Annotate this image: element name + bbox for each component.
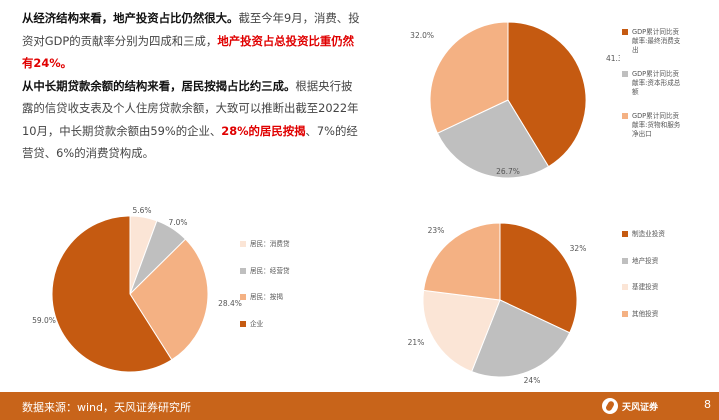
legend-swatch (622, 258, 628, 264)
loan-structure-legend: 居民：消费贷 居民：经营贷 居民：按揭企业 (240, 240, 330, 340)
data-label-2-4: 59.0% (32, 316, 56, 325)
data-label-2-2: 7.0% (168, 218, 187, 227)
data-label-2-3: 28.4% (218, 299, 242, 308)
gdp-contribution-pie-chart: 41.3% 26.7% 32.0% (410, 21, 620, 179)
legend-swatch (622, 113, 628, 119)
legend-item-2-4: 企业 (240, 320, 263, 329)
legend-swatch (622, 29, 628, 35)
intro-p2-text: 根据央行披露的信贷收支表及个人住房贷款余额，大致可以推断出截至2022年10月，… (22, 78, 359, 138)
pie-slice-1-3 (429, 21, 509, 134)
data-label-3-1: 32% (570, 244, 587, 253)
legend-label: 基建投资 (632, 283, 659, 291)
data-source-note: 数据来源：wind，天风证券研究所 (22, 401, 192, 414)
legend-label: GDP累计同比贡 献率:最终消费支 出 (632, 28, 681, 54)
data-label-1-2: 26.7% (496, 167, 520, 176)
legend-label: 制造业投资 (632, 230, 665, 238)
data-label-2-1: 5.6% (132, 206, 151, 215)
legend-swatch (240, 268, 246, 274)
legend-swatch (622, 311, 628, 317)
pie-slice-3-1 (499, 222, 578, 334)
pie-slice-2-4 (51, 215, 173, 373)
investment-structure-legend: 制造业投资地产投资基建投资其他投资 (622, 230, 714, 340)
legend-label: 企业 (250, 320, 264, 328)
legend-item-1-2: GDP累计同比贡 献率:资本形成总 额 (622, 70, 680, 97)
legend-label: 居民：经营贷 (250, 267, 290, 275)
legend-item-3-2: 地产投资 (622, 257, 658, 266)
investment-structure-pie-chart: 32% 24% 21% 23% (408, 222, 587, 385)
intro-p1-text: 截至今年9月，消费、投资对GDP的贡献率分别为四成和三成， (22, 11, 360, 48)
legend-swatch (622, 231, 628, 237)
legend-label: 其他投资 (632, 310, 659, 318)
page-number: 8 (704, 398, 711, 411)
intro-p1-bold: 从经济结构来看，地产投资占比仍然很大。 (22, 11, 239, 25)
logo-icon (602, 398, 618, 414)
legend-item-1-3: GDP累计同比贡 献率:货物和服务 净出口 (622, 112, 680, 139)
intro-p2-tail: 、7%的经营贷、6%的消费贷构成。 (22, 123, 358, 161)
legend-label: GDP累计同比贡 献率:货物和服务 净出口 (632, 112, 681, 138)
footer-bar: 数据来源：wind，天风证券研究所 天风证券 8 (0, 392, 719, 420)
data-label-3-3: 21% (408, 338, 425, 347)
intro-p1-highlight: 地产投资占总投资比重仍然有24%。 (22, 33, 355, 71)
legend-label: 地产投资 (632, 257, 659, 265)
legend-item-2-1: 居民：消费贷 (240, 240, 290, 249)
legend-swatch (240, 294, 246, 300)
legend-item-3-3: 基建投资 (622, 283, 658, 292)
pie-slice-3-3 (422, 289, 501, 373)
legend-item-1-1: GDP累计同比贡 献率:最终消费支 出 (622, 28, 680, 55)
intro-paragraph-2: 从中长期贷款余额的结构来看，居民按揭占比约三成。根据央行披露的信贷收支表及个人住… (22, 75, 360, 165)
data-label-1-3: 32.0% (410, 31, 434, 40)
legend-item-3-4: 其他投资 (622, 310, 658, 319)
pie-slice-1-2 (436, 99, 550, 179)
legend-swatch (622, 71, 628, 77)
legend-label: GDP累计同比贡 献率:资本形成总 额 (632, 70, 681, 96)
data-label-3-2: 24% (524, 376, 541, 385)
legend-item-3-1: 制造业投资 (622, 230, 665, 239)
intro-paragraph-1: 从经济结构来看，地产投资占比仍然很大。截至今年9月，消费、投资对GDP的贡献率分… (22, 7, 360, 75)
data-label-1-1: 41.3% (606, 54, 620, 63)
legend-swatch (622, 284, 628, 290)
intro-text: 从经济结构来看，地产投资占比仍然很大。截至今年9月，消费、投资对GDP的贡献率分… (22, 7, 360, 165)
data-label-3-4: 23% (428, 226, 445, 235)
legend-label: 居民：按揭 (250, 293, 283, 301)
pie-slice-2-3 (129, 238, 209, 361)
pie-slice-3-4 (423, 222, 501, 301)
loan-structure-pie-chart: 5.6% 7.0% 28.4% 59.0% (32, 206, 242, 373)
gdp-contribution-legend: GDP累计同比贡 献率:最终消费支 出 GDP累计同比贡 献率:资本形成总 额 GD… (622, 28, 714, 158)
brand-logo: 天风证券 (602, 397, 694, 415)
intro-p2-bold: 从中长期贷款余额的结构来看，居民按揭占比约三成。 (22, 78, 296, 93)
legend-item-2-2: 居民：经营贷 (240, 267, 290, 276)
pie-slice-1-1 (507, 21, 587, 168)
legend-swatch (240, 321, 246, 327)
intro-p2-highlight: 28%的居民按揭 (221, 123, 306, 138)
legend-swatch (240, 241, 246, 247)
pie-slice-3-2 (471, 299, 571, 378)
legend-item-2-3: 居民：按揭 (240, 293, 283, 302)
legend-label: 居民：消费贷 (250, 240, 290, 248)
logo-text: 天风证券 (622, 402, 659, 413)
